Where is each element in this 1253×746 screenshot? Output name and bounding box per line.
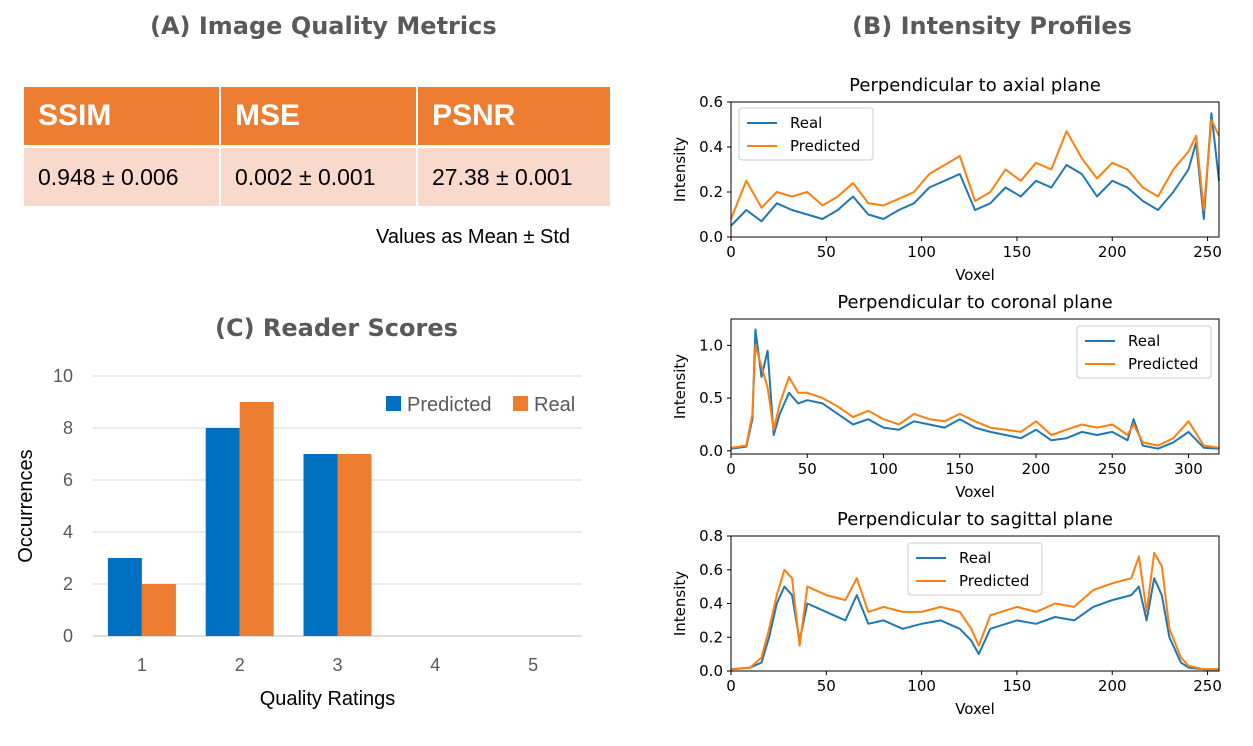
bar-predicted-3: [303, 454, 338, 636]
plot0-legend-label-real: Real: [790, 114, 822, 132]
bar-x-tick-label-1: 1: [137, 655, 147, 675]
plot1-x-axis-label: Voxel: [955, 483, 995, 501]
metrics-value-ssim: 0.948 ± 0.006: [24, 146, 221, 206]
plot0-x-tick-label-50: 50: [817, 243, 836, 261]
bar-x-tick-label-4: 4: [430, 655, 440, 675]
metrics-value-psnr: 27.38 ± 0.001: [417, 146, 610, 206]
plot2-x-tick-label-200: 200: [1098, 677, 1127, 695]
plot1-x-tick-label-250: 250: [1098, 460, 1127, 478]
metrics-header-ssim: SSIM: [24, 87, 221, 148]
plot0-y-tick-label-0.0: 0.0: [699, 228, 723, 246]
plot2-y-tick-label-0.4: 0.4: [699, 595, 723, 613]
plot1-x-tick-label-200: 200: [1022, 460, 1051, 478]
metrics-header-mse: MSE: [220, 87, 418, 148]
plot0-x-axis-label: Voxel: [955, 266, 995, 284]
bar-y-tick-label-6: 6: [63, 470, 73, 490]
plot2-y-axis-label: Intensity: [671, 571, 689, 636]
bar-real-1: [141, 584, 176, 636]
plot2-y-tick-label-0.0: 0.0: [699, 662, 723, 680]
plot1-y-axis-label: Intensity: [671, 354, 689, 419]
bar-y-tick-label-4: 4: [63, 522, 73, 542]
panel-b-title: (B) Intensity Profiles: [852, 12, 1132, 40]
plot1-y-tick-label-1.0: 1.0: [699, 336, 723, 354]
plot1-frame: [730, 318, 1220, 455]
plot0-line-predicted: [730, 119, 1220, 220]
plot1-x-tick-label-0: 0: [726, 460, 736, 478]
bar-y-tick-label-0: 0: [63, 626, 73, 646]
bar-y-axis-label: Occurrences: [15, 449, 37, 562]
plot1-legend-label-predicted: Predicted: [1128, 355, 1198, 373]
plot2-title: Perpendicular to sagittal plane: [837, 509, 1113, 530]
plot0-y-tick-label-0.6: 0.6: [699, 93, 723, 111]
plot1-legend-label-real: Real: [1128, 332, 1160, 350]
panel-a-title: (A) Image Quality Metrics: [150, 12, 497, 40]
plot0-x-tick-label-150: 150: [1003, 243, 1032, 261]
bar-x-tick-label-5: 5: [528, 655, 538, 675]
plot1-y-tick-label-0.5: 0.5: [699, 389, 723, 407]
bar-real-2: [239, 402, 274, 636]
plot0-x-tick-label-250: 250: [1193, 243, 1222, 261]
plot2-y-tick-label-0.2: 0.2: [699, 628, 723, 646]
plot0-x-tick-label-0: 0: [726, 243, 736, 261]
plot1-x-tick-label-300: 300: [1174, 460, 1203, 478]
bar-predicted-1: [107, 558, 142, 636]
bar-x-tick-label-3: 3: [332, 655, 342, 675]
metrics-value-row: 0.948 ± 0.006 0.002 ± 0.001 27.38 ± 0.00…: [24, 146, 610, 206]
plot2-x-tick-label-250: 250: [1193, 677, 1222, 695]
bar-legend-swatch-real: [513, 396, 528, 411]
bar-x-tick-label-2: 2: [235, 655, 245, 675]
plot0-frame: [730, 101, 1220, 238]
plot2-x-tick-label-100: 100: [907, 677, 936, 695]
bar-y-tick-label-8: 8: [63, 418, 73, 438]
bar-legend-label-predicted: Predicted: [407, 394, 492, 416]
plot1-y-tick-label-0.0: 0.0: [699, 442, 723, 460]
plot2-line-predicted: [730, 551, 1219, 671]
plot1-x-tick-label-150: 150: [945, 460, 974, 478]
bar-y-tick-label-2: 2: [63, 574, 73, 594]
plot0-x-tick-label-200: 200: [1098, 243, 1127, 261]
plot2-y-tick-label-0.8: 0.8: [699, 527, 723, 545]
plot1-x-tick-label-100: 100: [869, 460, 898, 478]
metrics-header-psnr: PSNR: [417, 87, 610, 148]
plot0-legend-label-predicted: Predicted: [790, 137, 860, 155]
plot0-y-tick-label-0.4: 0.4: [699, 138, 723, 156]
plot2-x-tick-label-150: 150: [1003, 677, 1032, 695]
bar-legend-label-real: Real: [534, 394, 575, 416]
plot0-y-tick-label-0.2: 0.2: [699, 183, 723, 201]
plot0-x-tick-label-100: 100: [907, 243, 936, 261]
plot0-title: Perpendicular to axial plane: [849, 75, 1101, 96]
metrics-header-row: SSIM MSE PSNR: [24, 87, 610, 148]
bar-legend-swatch-predicted: [386, 396, 401, 411]
plot1-title: Perpendicular to coronal plane: [837, 292, 1112, 313]
metrics-table: SSIM MSE PSNR 0.948 ± 0.006 0.002 ± 0.00…: [24, 87, 610, 206]
metrics-value-mse: 0.002 ± 0.001: [220, 146, 418, 206]
plot0-y-axis-label: Intensity: [671, 137, 689, 202]
bar-predicted-2: [205, 428, 240, 636]
plot2-line-real: [730, 577, 1219, 671]
plot2-x-axis-label: Voxel: [955, 700, 995, 718]
metrics-note: Values as Mean ± Std: [376, 226, 571, 248]
plot1-line-predicted: [730, 344, 1220, 449]
plot2-y-tick-label-0.6: 0.6: [699, 561, 723, 579]
bar-x-axis-label: Quality Ratings: [260, 688, 396, 710]
plot2-legend-label-real: Real: [959, 549, 991, 567]
bar-y-tick-label-10: 10: [53, 366, 73, 386]
plot2-legend-label-predicted: Predicted: [959, 572, 1029, 590]
plot2-x-tick-label-0: 0: [726, 677, 736, 695]
plot0-line-real: [730, 112, 1220, 227]
panel-c-title: (C) Reader Scores: [215, 314, 458, 342]
plot1-x-tick-label-50: 50: [798, 460, 817, 478]
plot2-x-tick-label-50: 50: [817, 677, 836, 695]
bar-real-3: [337, 454, 372, 636]
